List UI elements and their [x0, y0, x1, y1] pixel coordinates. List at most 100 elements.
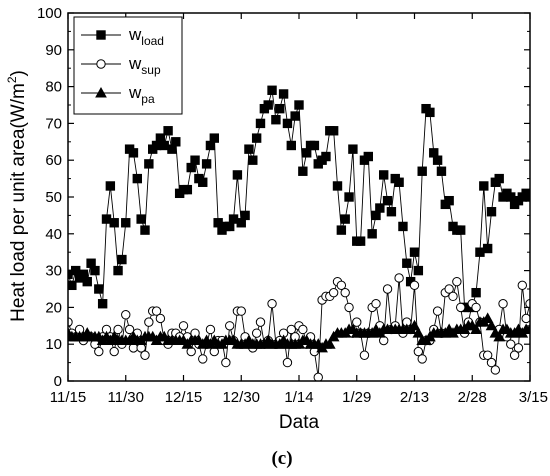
- point-pa: [470, 323, 482, 334]
- point-sup: [344, 302, 354, 313]
- point-load: [240, 210, 250, 221]
- point-load: [363, 151, 374, 162]
- point-sup: [340, 287, 350, 298]
- point-load: [113, 265, 123, 276]
- point-load: [282, 118, 293, 129]
- point-load: [436, 166, 447, 176]
- point-load: [275, 103, 285, 114]
- point-sup: [498, 299, 508, 309]
- point-sup: [198, 354, 208, 364]
- y-tick-label: 30: [45, 263, 62, 280]
- point-sup: [236, 306, 246, 316]
- point-load: [94, 284, 104, 294]
- point-load: [90, 265, 100, 276]
- point-load: [278, 89, 289, 99]
- point-sup: [124, 324, 135, 335]
- legend-marker-sup: [96, 59, 106, 69]
- point-load: [244, 144, 254, 154]
- legend-label-subscript: pa: [141, 92, 155, 106]
- y-tick-label: 10: [45, 336, 62, 353]
- point-sup: [448, 291, 458, 302]
- figure-caption: (c): [271, 448, 292, 469]
- point-load: [132, 173, 143, 184]
- y-axis-title: Heat load per unit area(W/m2): [5, 70, 29, 322]
- point-sup: [521, 313, 530, 324]
- point-sup: [94, 346, 104, 357]
- legend-box: [73, 16, 183, 115]
- point-sup: [298, 324, 308, 335]
- point-load: [171, 137, 181, 147]
- point-sup: [482, 350, 493, 360]
- point-sup: [359, 350, 370, 360]
- point-load: [159, 140, 169, 151]
- point-load: [398, 221, 408, 232]
- point-load: [68, 280, 77, 291]
- point-load: [101, 214, 112, 224]
- x-tick-label: 11/30: [108, 389, 144, 406]
- x-tick-label: 2/28: [458, 389, 487, 406]
- point-pa: [323, 338, 336, 349]
- point-load: [413, 265, 424, 276]
- point-load: [386, 207, 397, 217]
- point-load: [144, 159, 154, 169]
- point-pa: [408, 319, 421, 331]
- point-sup: [506, 339, 516, 349]
- x-tick-label: 2/13: [400, 389, 429, 406]
- series-pa: [68, 312, 530, 353]
- point-sup: [178, 321, 189, 331]
- x-tick-label: 1/14: [284, 389, 313, 406]
- point-pa: [485, 319, 498, 331]
- point-sup: [413, 346, 424, 357]
- point-load: [367, 229, 377, 239]
- point-load: [328, 126, 339, 136]
- point-load: [344, 192, 354, 202]
- point-sup: [452, 276, 462, 287]
- point-load: [198, 177, 208, 187]
- point-load: [479, 181, 489, 191]
- point-pa: [412, 327, 425, 338]
- point-sup: [456, 302, 466, 313]
- point-sup: [509, 350, 520, 360]
- point-load: [136, 214, 146, 224]
- point-load: [121, 218, 131, 228]
- y-tick-label: 90: [45, 42, 62, 59]
- series-line-load: [68, 90, 530, 308]
- point-load: [409, 247, 420, 257]
- x-tick-label: 11/15: [50, 389, 86, 406]
- series-layer: [68, 85, 530, 381]
- point-sup: [155, 313, 166, 324]
- point-sup: [68, 317, 73, 327]
- point-load: [232, 170, 243, 180]
- x-axis-title: Data: [279, 412, 320, 433]
- point-load: [190, 155, 200, 165]
- point-load: [128, 148, 139, 158]
- x-tick-label: 1/29: [342, 389, 371, 406]
- legend-marker-pa: [95, 86, 107, 98]
- point-load: [321, 151, 331, 162]
- point-load: [355, 236, 366, 246]
- point-load: [486, 207, 497, 217]
- point-load: [394, 177, 404, 187]
- point-load: [117, 254, 127, 265]
- point-load: [294, 100, 304, 110]
- point-sup: [409, 280, 420, 291]
- point-load: [348, 144, 358, 154]
- point-load: [475, 247, 485, 257]
- y-tick-label: 0: [54, 373, 62, 390]
- legend-label-load: wload: [128, 25, 164, 48]
- point-load: [298, 166, 308, 176]
- point-sup: [113, 324, 123, 335]
- point-load: [494, 173, 504, 184]
- point-sup: [444, 284, 454, 294]
- y-tick-label: 70: [45, 115, 62, 132]
- point-sup: [221, 357, 231, 368]
- point-load: [82, 276, 92, 287]
- y-tick-label: 50: [45, 189, 62, 206]
- point-load: [382, 195, 393, 206]
- point-sup: [109, 346, 119, 357]
- point-load: [482, 243, 493, 254]
- y-tick-label: 60: [45, 152, 62, 169]
- x-tick-label: 12/15: [165, 389, 203, 406]
- point-sup: [336, 280, 347, 291]
- point-load: [163, 126, 173, 136]
